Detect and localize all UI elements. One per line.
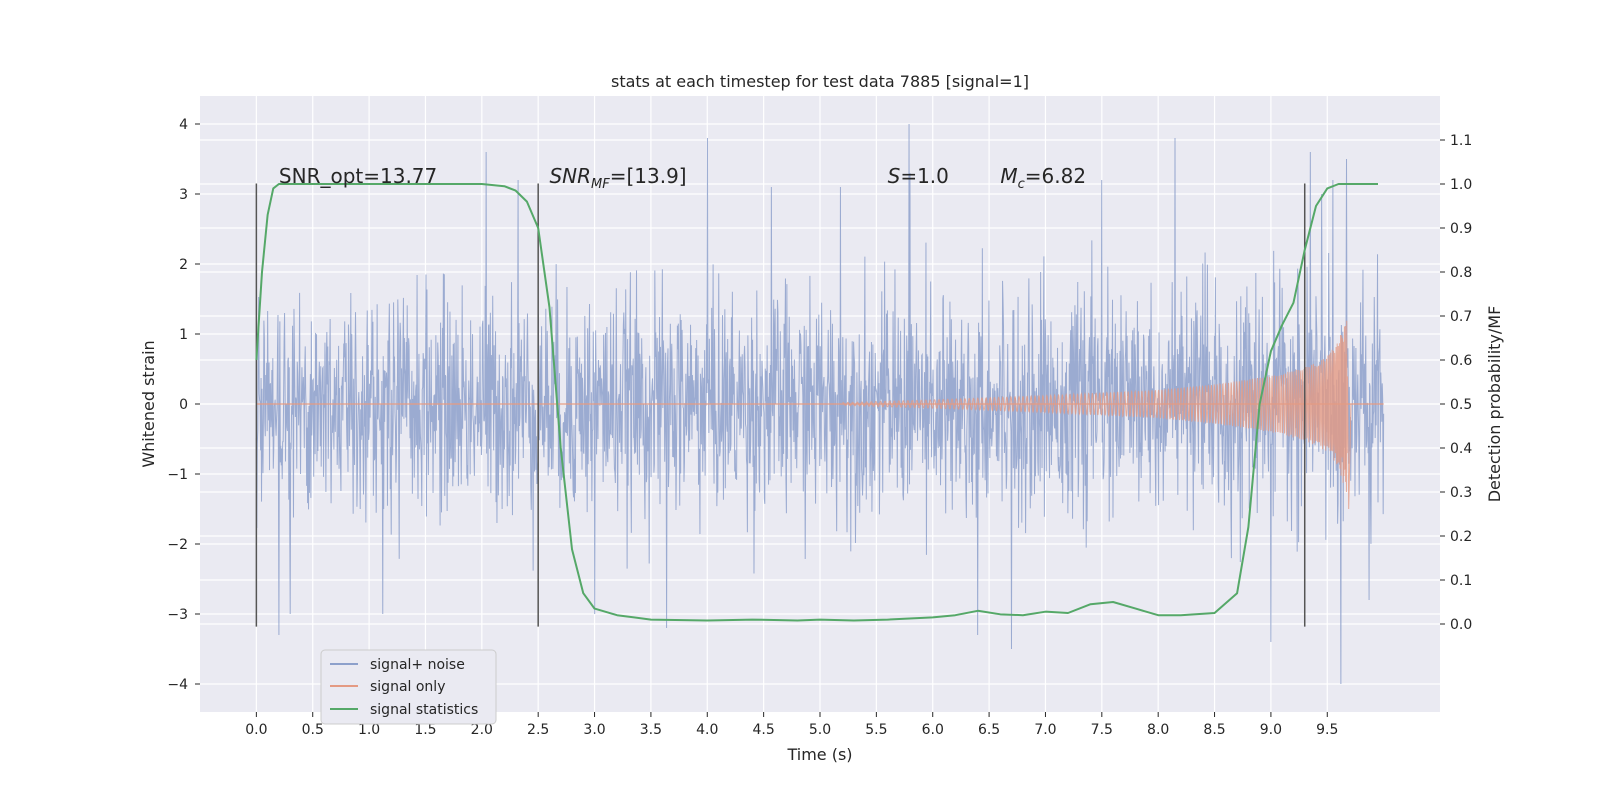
x-tick-label: 7.5 [1091, 722, 1113, 738]
y2-tick-label: 0.6 [1450, 353, 1472, 369]
y-tick-label: 3 [179, 187, 188, 203]
statistics-curve [255, 183, 1378, 622]
x-axis-label: Time (s) [786, 745, 852, 764]
x-tick-label: 2.5 [527, 722, 549, 738]
vertical-markers [255, 183, 1306, 627]
x-tick-label: 9.0 [1260, 722, 1282, 738]
y-tick-label: 2 [179, 257, 188, 273]
legend-label-signal-statistics: signal statistics [370, 702, 478, 718]
x-tick-label: 6.5 [978, 722, 1000, 738]
legend-label-signal-only: signal only [370, 679, 445, 695]
x-tick-label: 3.0 [583, 722, 605, 738]
annotations: SNR_opt=13.77 SNRMF=[13.9] S=1.0 Mc=6.82 [279, 164, 1086, 192]
axes: 0.0 0.5 1.0 1.5 2.0 2.5 3.0 3.5 4.0 4.5 5.0 5.5 6.0 6… [167, 117, 1472, 738]
y2-tick-label: 0.3 [1450, 485, 1472, 501]
y2-tick-label: 0.9 [1450, 221, 1472, 237]
x-tick-label: 5.5 [865, 722, 887, 738]
legend-label-signal-noise: signal+ noise [370, 657, 465, 673]
annotation-snr-mf: SNRMF=[13.9] [549, 164, 686, 192]
legend-frame [320, 649, 497, 725]
annotation-mc: Mc=6.82 [1000, 164, 1086, 192]
x-tick-label: 8.0 [1147, 722, 1169, 738]
x-tick-label: 4.0 [696, 722, 718, 738]
series-signal-statistics [255, 183, 1378, 622]
y-tick-label: −2 [167, 537, 188, 553]
y-tick-label: 0 [179, 397, 188, 413]
y2-tick-label: 0.2 [1450, 529, 1472, 545]
y2-tick-label: 0.1 [1450, 573, 1472, 589]
x-tick-label: 1.0 [358, 722, 380, 738]
y-axis-label: Whitened strain [139, 340, 158, 467]
y-tick-label: 1 [179, 327, 188, 343]
y-tick-label: −3 [167, 607, 188, 623]
x-tick-label: 6.0 [922, 722, 944, 738]
chart-title: stats at each timestep for test data 788… [611, 72, 1029, 91]
y2-tick-label: 0.8 [1450, 265, 1472, 281]
y-tick-label: 4 [179, 117, 188, 133]
x-tick-label: 9.5 [1316, 722, 1338, 738]
y2-tick-label: 0.4 [1450, 441, 1472, 457]
annotation-snr-opt: SNR_opt=13.77 [279, 164, 437, 188]
noise-trace [255, 123, 1385, 685]
y2-tick-label: 0.7 [1450, 309, 1472, 325]
x-tick-label: 1.5 [414, 722, 436, 738]
y2-axis-label: Detection probability/MF [1485, 306, 1504, 503]
x-tick-label: 3.5 [640, 722, 662, 738]
y-tick-label: −1 [167, 467, 188, 483]
x-tick-label: 7.0 [1034, 722, 1056, 738]
y2-tick-label: 0.0 [1450, 617, 1472, 633]
y-tick-label: −4 [167, 677, 188, 693]
x-tick-label: 8.5 [1203, 722, 1225, 738]
x-tick-label: 5.0 [809, 722, 831, 738]
x-tick-label: 4.5 [753, 722, 775, 738]
signal-chirp [842, 320, 1352, 510]
annotation-s: S=1.0 [888, 164, 949, 188]
x-tick-label: 2.0 [471, 722, 493, 738]
series-signal-noise [255, 123, 1385, 685]
y2-tick-label: 1.1 [1450, 133, 1472, 149]
series-signal-only [256, 320, 1384, 510]
y2-tick-label: 0.5 [1450, 397, 1472, 413]
x-tick-label: 0.0 [245, 722, 267, 738]
legend: signal+ noise signal only signal statist… [320, 649, 497, 725]
x-tick-label: 0.5 [302, 722, 324, 738]
y2-tick-label: 1.0 [1450, 177, 1472, 193]
